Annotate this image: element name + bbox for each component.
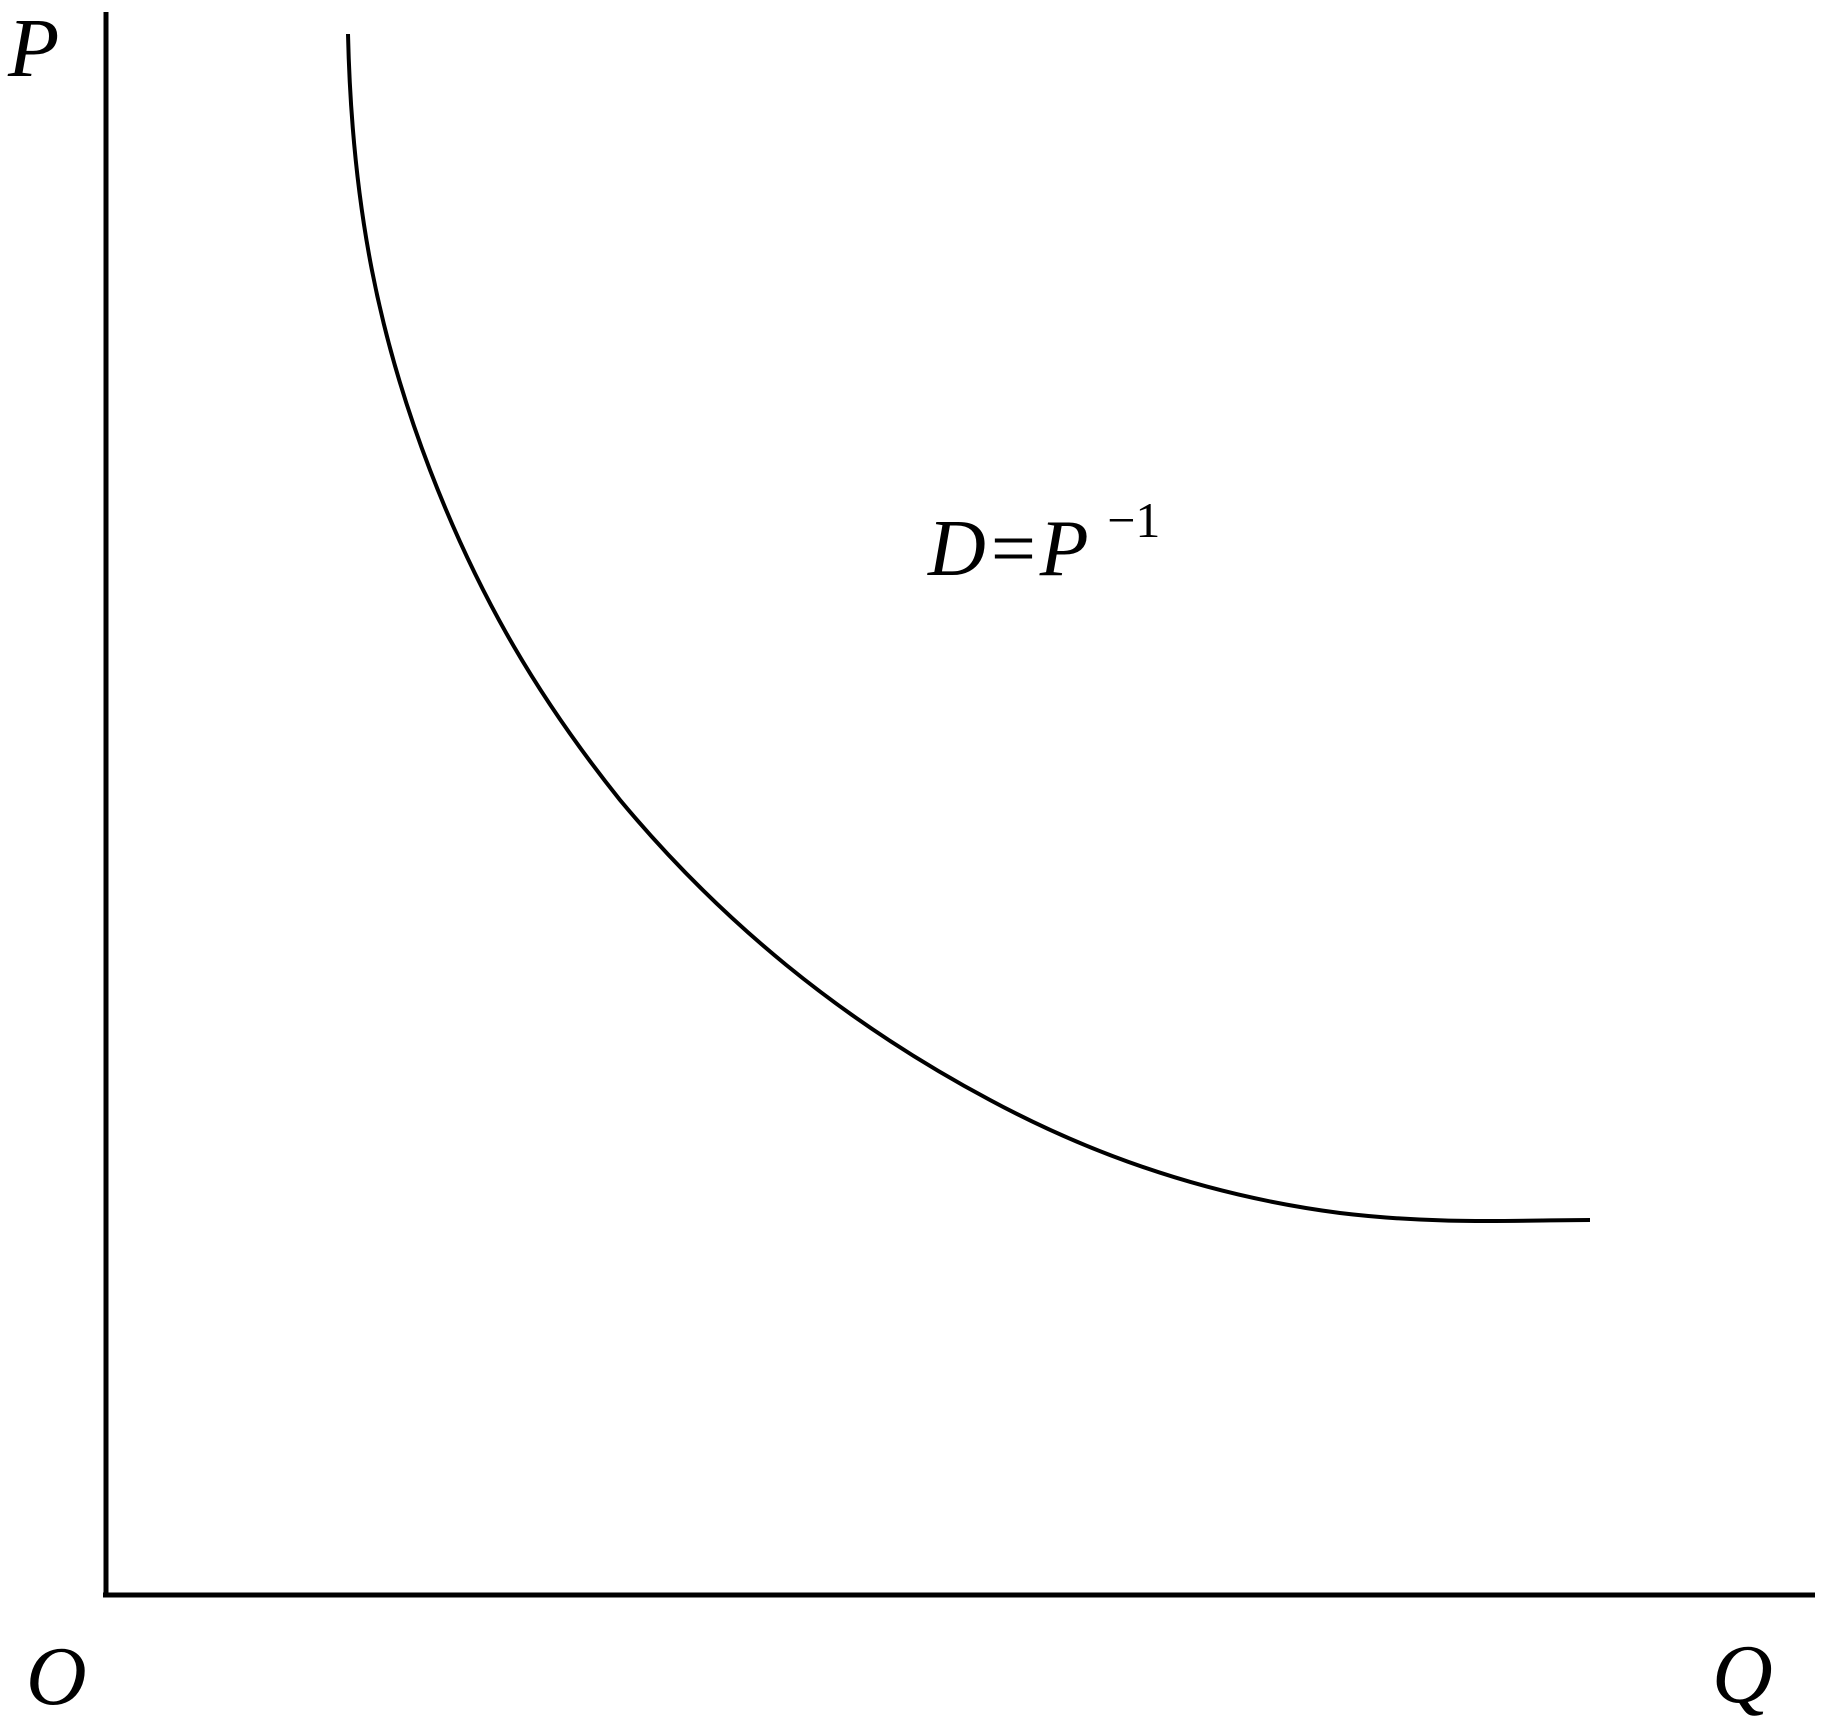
demand-curve-label-base: D=P xyxy=(927,505,1087,593)
x-axis-label: Q xyxy=(1712,1628,1773,1721)
demand-curve xyxy=(346,33,1591,1224)
demand-curve-label: D=P −1 xyxy=(927,492,1160,593)
origin-label: O xyxy=(26,1630,87,1723)
demand-curve-label-exponent: −1 xyxy=(1107,492,1160,548)
y-axis-label: P xyxy=(7,2,59,95)
